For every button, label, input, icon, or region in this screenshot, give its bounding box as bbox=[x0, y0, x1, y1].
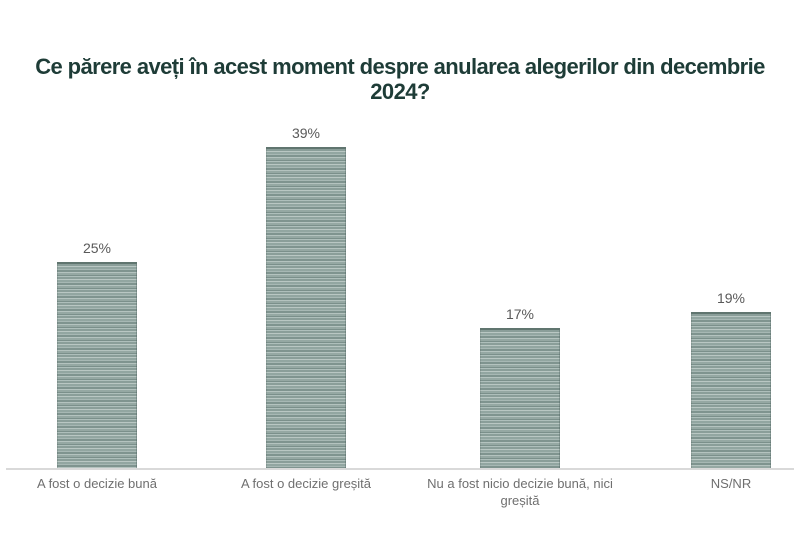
bar-value-label: 17% bbox=[505, 306, 535, 322]
bar-value-label: 19% bbox=[716, 290, 746, 306]
chart-title: Ce părere aveți în acest moment despre a… bbox=[35, 54, 765, 105]
bar-category-label: A fost o decizie bună bbox=[37, 476, 157, 491]
bar bbox=[480, 328, 560, 468]
bar-category-label: NS/NR bbox=[710, 476, 752, 491]
bar-value-label: 39% bbox=[291, 125, 321, 141]
bar bbox=[57, 262, 137, 468]
x-axis-line bbox=[6, 468, 794, 470]
bar-category-label: Nu a fost nicio decizie bună, nici greși… bbox=[427, 476, 613, 508]
bar bbox=[266, 147, 346, 468]
bar bbox=[691, 312, 771, 468]
bar-value-label: 25% bbox=[82, 240, 112, 256]
bar-category-label: A fost o decizie greșită bbox=[240, 476, 372, 491]
